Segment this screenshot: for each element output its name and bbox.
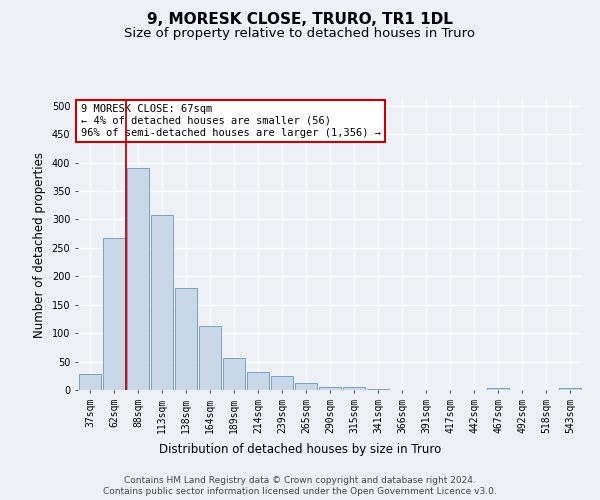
Text: 9 MORESK CLOSE: 67sqm
← 4% of detached houses are smaller (56)
96% of semi-detac: 9 MORESK CLOSE: 67sqm ← 4% of detached h… — [80, 104, 380, 138]
Bar — [319, 386, 341, 390]
Y-axis label: Number of detached properties: Number of detached properties — [33, 152, 46, 338]
Bar — [151, 215, 173, 390]
Text: Distribution of detached houses by size in Truro: Distribution of detached houses by size … — [159, 442, 441, 456]
Bar — [247, 372, 269, 390]
Text: Contains HM Land Registry data © Crown copyright and database right 2024.: Contains HM Land Registry data © Crown c… — [124, 476, 476, 485]
Bar — [127, 168, 149, 390]
Bar — [223, 358, 245, 390]
Text: 9, MORESK CLOSE, TRURO, TR1 1DL: 9, MORESK CLOSE, TRURO, TR1 1DL — [147, 12, 453, 28]
Bar — [79, 374, 101, 390]
Bar — [487, 388, 509, 390]
Bar — [295, 382, 317, 390]
Bar — [199, 326, 221, 390]
Bar — [175, 288, 197, 390]
Bar — [103, 238, 125, 390]
Bar — [271, 376, 293, 390]
Bar — [343, 387, 365, 390]
Text: Contains public sector information licensed under the Open Government Licence v3: Contains public sector information licen… — [103, 488, 497, 496]
Bar — [559, 388, 581, 390]
Text: Size of property relative to detached houses in Truro: Size of property relative to detached ho… — [125, 28, 476, 40]
